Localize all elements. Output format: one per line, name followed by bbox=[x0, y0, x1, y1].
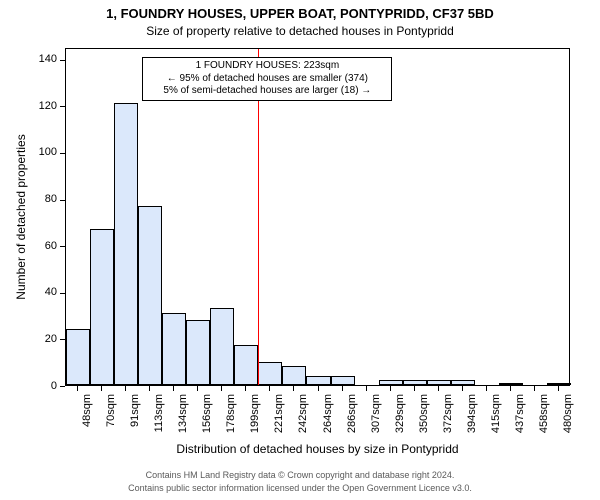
x-tick-label: 113sqm bbox=[153, 394, 165, 434]
x-tick-label: 199sqm bbox=[249, 394, 261, 434]
x-tick-mark bbox=[318, 386, 319, 391]
x-tick-label: 458sqm bbox=[538, 394, 550, 434]
footer-line-1: Contains HM Land Registry data © Crown c… bbox=[0, 470, 600, 480]
histogram-bar bbox=[379, 380, 403, 385]
histogram-bar bbox=[90, 229, 114, 385]
x-axis-label: Distribution of detached houses by size … bbox=[65, 442, 570, 456]
plot-area: 1 FOUNDRY HOUSES: 223sqm ← 95% of detach… bbox=[65, 48, 570, 386]
x-tick-mark bbox=[558, 386, 559, 391]
chart-title-primary: 1, FOUNDRY HOUSES, UPPER BOAT, PONTYPRID… bbox=[0, 6, 600, 21]
x-tick-label: 394sqm bbox=[466, 394, 478, 434]
chart-title-secondary: Size of property relative to detached ho… bbox=[0, 24, 600, 38]
x-tick-mark bbox=[366, 386, 367, 391]
x-tick-label: 372sqm bbox=[442, 394, 454, 434]
y-tick-label: 60 bbox=[27, 240, 57, 252]
x-tick-mark bbox=[149, 386, 150, 391]
x-tick-label: 329sqm bbox=[394, 394, 406, 434]
histogram-bar bbox=[451, 380, 475, 385]
y-tick-label: 20 bbox=[27, 333, 57, 345]
histogram-bar bbox=[306, 376, 330, 385]
x-tick-mark bbox=[173, 386, 174, 391]
x-tick-label: 437sqm bbox=[514, 394, 526, 434]
x-tick-label: 242sqm bbox=[297, 394, 309, 434]
y-tick-mark bbox=[60, 60, 65, 61]
chart-container: 1, FOUNDRY HOUSES, UPPER BOAT, PONTYPRID… bbox=[0, 0, 600, 500]
x-tick-mark bbox=[245, 386, 246, 391]
histogram-bar bbox=[234, 345, 258, 385]
x-tick-mark bbox=[269, 386, 270, 391]
x-tick-label: 91sqm bbox=[129, 394, 141, 434]
histogram-bar bbox=[114, 103, 138, 385]
annotation-line-3: 5% of semi-detached houses are larger (1… bbox=[147, 85, 387, 98]
x-tick-label: 48sqm bbox=[81, 394, 93, 434]
x-tick-label: 264sqm bbox=[322, 394, 334, 434]
histogram-bar bbox=[427, 380, 451, 385]
y-tick-mark bbox=[60, 386, 65, 387]
y-tick-mark bbox=[60, 106, 65, 107]
histogram-bar bbox=[258, 362, 282, 385]
histogram-bar bbox=[403, 380, 427, 385]
annotation-line-1: 1 FOUNDRY HOUSES: 223sqm bbox=[147, 60, 387, 73]
x-tick-label: 307sqm bbox=[370, 394, 382, 434]
histogram-bar bbox=[162, 313, 186, 385]
x-tick-label: 70sqm bbox=[105, 394, 117, 434]
x-tick-mark bbox=[77, 386, 78, 391]
y-axis-label: Number of detached properties bbox=[14, 48, 28, 386]
x-tick-mark bbox=[390, 386, 391, 391]
histogram-bar bbox=[282, 366, 306, 385]
annotation-line-2: ← 95% of detached houses are smaller (37… bbox=[147, 73, 387, 86]
x-tick-mark bbox=[197, 386, 198, 391]
histogram-bar bbox=[210, 308, 234, 385]
x-tick-mark bbox=[293, 386, 294, 391]
histogram-bar bbox=[186, 320, 210, 385]
x-tick-label: 156sqm bbox=[201, 394, 213, 434]
y-tick-label: 140 bbox=[27, 53, 57, 65]
x-tick-label: 178sqm bbox=[225, 394, 237, 434]
x-tick-label: 134sqm bbox=[177, 394, 189, 434]
annotation-box: 1 FOUNDRY HOUSES: 223sqm ← 95% of detach… bbox=[142, 57, 392, 101]
y-tick-label: 40 bbox=[27, 286, 57, 298]
x-tick-mark bbox=[510, 386, 511, 391]
x-tick-label: 221sqm bbox=[273, 394, 285, 434]
x-tick-mark bbox=[414, 386, 415, 391]
x-tick-mark bbox=[342, 386, 343, 391]
x-tick-label: 350sqm bbox=[418, 394, 430, 434]
x-tick-mark bbox=[221, 386, 222, 391]
x-tick-label: 286sqm bbox=[346, 394, 358, 434]
x-tick-label: 480sqm bbox=[562, 394, 574, 434]
y-tick-label: 0 bbox=[27, 380, 57, 392]
y-tick-mark bbox=[60, 200, 65, 201]
x-tick-mark bbox=[125, 386, 126, 391]
x-tick-mark bbox=[534, 386, 535, 391]
y-tick-label: 120 bbox=[27, 100, 57, 112]
y-tick-mark bbox=[60, 153, 65, 154]
histogram-bar bbox=[66, 329, 90, 385]
histogram-bar bbox=[331, 376, 355, 385]
x-tick-mark bbox=[101, 386, 102, 391]
y-tick-label: 100 bbox=[27, 146, 57, 158]
y-tick-mark bbox=[60, 246, 65, 247]
y-tick-label: 80 bbox=[27, 193, 57, 205]
footer-line-2: Contains public sector information licen… bbox=[0, 483, 600, 493]
x-tick-mark bbox=[438, 386, 439, 391]
x-tick-mark bbox=[486, 386, 487, 391]
histogram-bar bbox=[138, 206, 162, 385]
y-tick-mark bbox=[60, 339, 65, 340]
x-tick-label: 415sqm bbox=[490, 394, 502, 434]
y-tick-mark bbox=[60, 293, 65, 294]
histogram-bar bbox=[547, 383, 571, 385]
histogram-bar bbox=[499, 383, 523, 385]
x-tick-mark bbox=[462, 386, 463, 391]
